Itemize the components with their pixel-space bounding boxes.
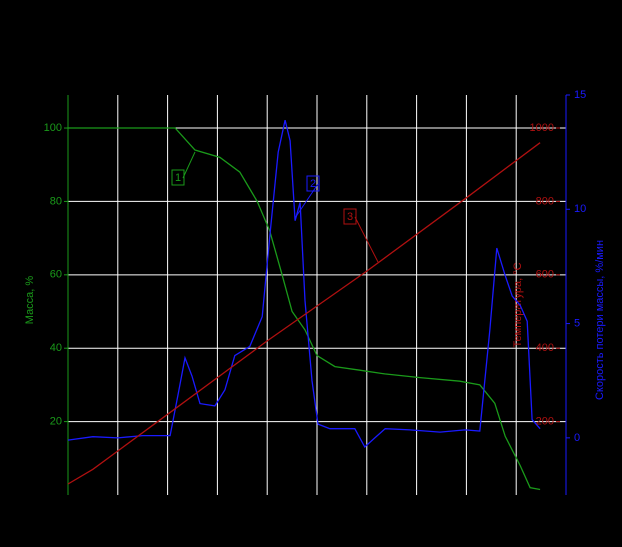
- y-tick-label: 20: [50, 416, 62, 428]
- y3-tick-label: 600: [536, 269, 554, 281]
- series-line: [68, 127, 541, 491]
- annotation-box: [171, 169, 185, 186]
- y2-tick-label: 15: [574, 89, 586, 101]
- annotation-pointer: [182, 151, 196, 179]
- annotation-box: [306, 175, 320, 192]
- annotation-box: [343, 208, 357, 225]
- annotation: 1: [175, 172, 181, 184]
- y3-tick-label: 1000: [530, 122, 554, 134]
- y-tick-label: 60: [50, 269, 62, 281]
- y3-axis-label: Температура, °С: [512, 262, 524, 347]
- y2-tick-label: 10: [574, 203, 586, 215]
- y2-tick-label: 0: [574, 432, 580, 444]
- series-line: [67, 142, 541, 485]
- y-axis-label: Масса, %: [24, 276, 36, 325]
- annotation: 2: [310, 178, 316, 190]
- y-tick-label: 100: [44, 122, 62, 134]
- y-tick-label: 40: [50, 342, 62, 354]
- y-tick-label: 80: [50, 195, 62, 207]
- y3-tick-label: 800: [536, 195, 554, 207]
- annotation-pointer: [354, 216, 379, 263]
- y3-tick-label: 400: [536, 342, 554, 354]
- y2-axis-label: Скорость потери массы, %/мин: [594, 240, 606, 400]
- y2-tick-label: 5: [574, 317, 580, 329]
- y3-tick-label: 200: [536, 416, 554, 428]
- annotation: 3: [347, 211, 353, 223]
- series-line: [67, 119, 541, 449]
- annotation-pointer: [294, 183, 319, 219]
